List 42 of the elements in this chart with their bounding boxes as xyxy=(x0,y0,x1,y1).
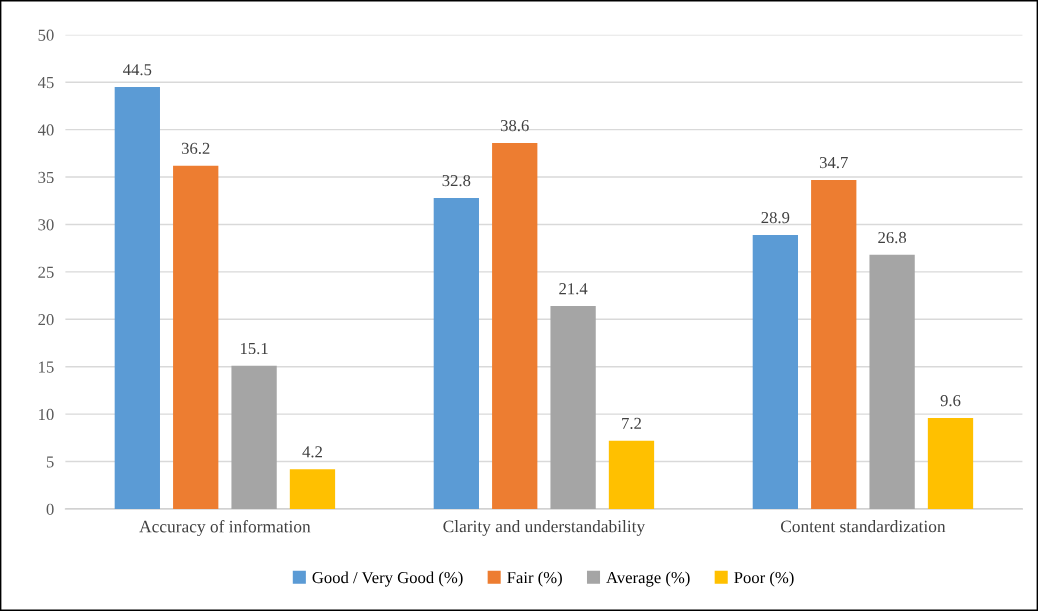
data-label: 32.8 xyxy=(442,174,471,187)
bar xyxy=(289,469,336,509)
data-label: 26.8 xyxy=(878,231,907,244)
data-label: 15.1 xyxy=(240,342,268,355)
x-tick-label: Clarity and understandability xyxy=(443,520,646,536)
bar xyxy=(752,234,799,509)
legend-label: Poor (%) xyxy=(734,571,794,587)
x-tick-label: Content standardization xyxy=(780,520,946,533)
data-label: 44.5 xyxy=(123,64,152,76)
x-tick-label: Accuracy of information xyxy=(139,520,311,537)
y-tick-label: 40 xyxy=(37,124,54,136)
bar xyxy=(114,86,160,509)
bar xyxy=(173,165,219,509)
data-label: 9.6 xyxy=(940,395,961,407)
y-tick-label: 15 xyxy=(39,361,54,373)
data-label: 28.9 xyxy=(761,211,790,224)
data-label: 4.2 xyxy=(302,446,322,458)
bar xyxy=(550,306,596,509)
bar xyxy=(231,365,277,509)
y-tick-label: 45 xyxy=(37,77,54,89)
bar xyxy=(492,142,538,509)
y-tick-label: 30 xyxy=(38,219,54,231)
bar xyxy=(433,197,479,509)
y-tick-label: 5 xyxy=(46,456,54,468)
y-tick-label: 25 xyxy=(38,266,54,278)
bar xyxy=(608,440,655,509)
y-tick-label: 50 xyxy=(38,29,54,41)
data-label: 38.6 xyxy=(500,119,529,132)
legend-label: Average (%) xyxy=(606,571,690,587)
y-tick-label: 35 xyxy=(38,171,54,184)
data-label: 36.2 xyxy=(181,142,210,155)
legend-label: Good / Very Good (%) xyxy=(312,571,463,587)
data-label: 7.2 xyxy=(622,417,641,430)
bar xyxy=(927,417,974,509)
data-label: 34.7 xyxy=(819,156,848,169)
y-tick-label: 0 xyxy=(46,503,54,515)
y-tick-label: 20 xyxy=(38,314,54,326)
data-label: 21.4 xyxy=(559,283,588,295)
bar xyxy=(869,254,915,509)
y-tick-label: 10 xyxy=(39,408,54,421)
legend-label: Fair (%) xyxy=(507,571,562,587)
bar xyxy=(811,179,857,509)
